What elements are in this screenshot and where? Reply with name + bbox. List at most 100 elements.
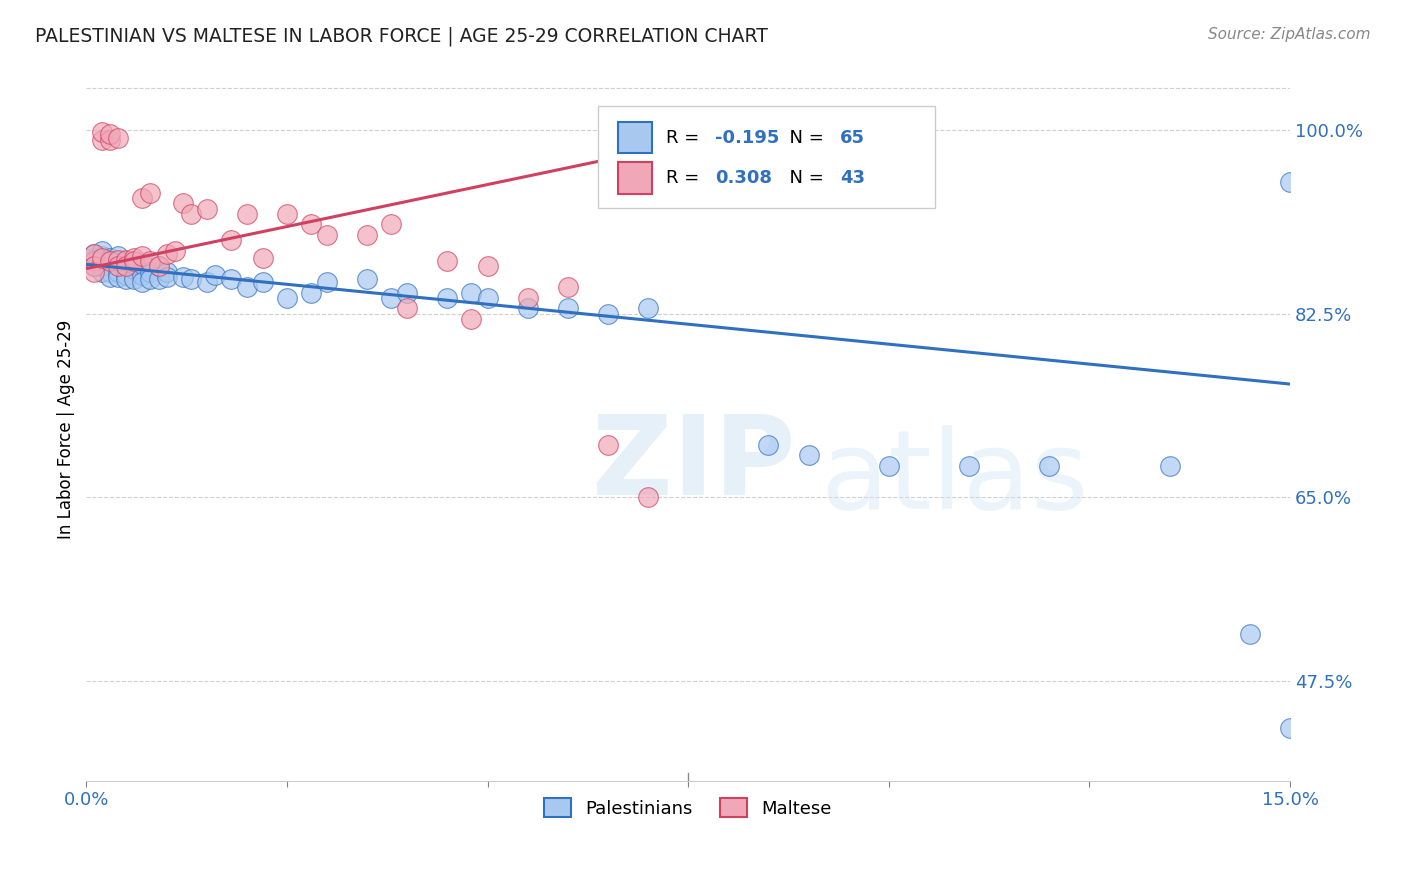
Point (98, 265, 121, 279)
Point (83, 260, 105, 274)
Point (596, 307, 619, 321)
Point (91, 125, 114, 139)
Point (637, 491, 659, 505)
Point (83, 260, 105, 274)
Point (107, 249, 129, 263)
Point (195, 202, 218, 216)
Point (557, 301, 579, 316)
Point (98, 253, 121, 268)
Point (299, 218, 322, 232)
Point (299, 285, 322, 300)
Point (91, 254, 114, 268)
Point (107, 260, 129, 274)
Point (91, 251, 114, 265)
Point (91, 244, 114, 258)
Point (148, 260, 170, 274)
Text: 43: 43 (839, 169, 865, 187)
Point (139, 265, 162, 279)
Point (107, 131, 129, 145)
Point (83, 247, 105, 261)
Point (131, 257, 153, 271)
Point (98, 254, 121, 268)
Point (1279, 176, 1302, 190)
Point (219, 272, 242, 286)
Point (131, 249, 153, 263)
Point (557, 280, 579, 294)
Point (131, 191, 153, 205)
Point (172, 196, 194, 211)
Point (115, 260, 138, 274)
Point (98, 269, 121, 284)
Point (180, 207, 202, 221)
Point (1279, 722, 1302, 736)
Point (877, 458, 900, 473)
Point (436, 291, 458, 305)
Point (155, 269, 177, 284)
Point (380, 218, 402, 232)
Point (195, 275, 218, 289)
Point (460, 285, 482, 300)
Text: N =: N = (779, 129, 830, 147)
Point (115, 253, 138, 268)
Point (957, 458, 980, 473)
Bar (619, 161, 652, 194)
Point (204, 268, 226, 282)
Point (380, 291, 402, 305)
Point (107, 265, 129, 279)
Point (172, 269, 194, 284)
Point (98, 260, 121, 274)
Point (219, 233, 242, 247)
Point (124, 251, 146, 265)
Point (396, 285, 419, 300)
Point (83, 254, 105, 268)
Point (180, 272, 202, 286)
Point (797, 449, 820, 463)
Point (98, 127, 121, 141)
Text: R =: R = (666, 169, 706, 187)
Point (516, 291, 538, 305)
Text: atlas: atlas (821, 425, 1090, 532)
Point (252, 275, 274, 289)
Point (91, 265, 114, 279)
Bar (619, 122, 652, 153)
Legend: Palestinians, Maltese: Palestinians, Maltese (537, 791, 839, 825)
Point (148, 260, 170, 274)
Point (107, 253, 129, 268)
Point (316, 275, 339, 289)
Point (139, 272, 162, 286)
Text: PALESTINIAN VS MALTESE IN LABOR FORCE | AGE 25-29 CORRELATION CHART: PALESTINIAN VS MALTESE IN LABOR FORCE | … (35, 27, 768, 46)
Text: 65: 65 (839, 129, 865, 147)
Point (124, 272, 146, 286)
Point (236, 207, 259, 221)
FancyBboxPatch shape (598, 105, 935, 208)
Point (91, 249, 114, 263)
Point (107, 269, 129, 284)
Point (83, 265, 105, 279)
Text: N =: N = (779, 169, 830, 187)
Point (155, 247, 177, 261)
Point (98, 251, 121, 265)
Text: R =: R = (666, 129, 706, 147)
Point (115, 272, 138, 286)
Point (356, 227, 378, 242)
Point (107, 254, 129, 268)
Point (98, 133, 121, 147)
Point (596, 438, 619, 452)
Point (115, 268, 138, 282)
Point (83, 247, 105, 261)
Point (436, 254, 458, 268)
Point (83, 251, 105, 265)
Y-axis label: In Labor Force | Age 25-29: In Labor Force | Age 25-29 (58, 319, 75, 539)
Point (124, 254, 146, 268)
Point (107, 260, 129, 274)
Text: 0.308: 0.308 (714, 169, 772, 187)
Point (83, 254, 105, 268)
Point (91, 260, 114, 274)
Point (139, 186, 162, 200)
Point (516, 301, 538, 316)
Point (316, 227, 339, 242)
Point (131, 268, 153, 282)
Point (163, 244, 186, 258)
Point (155, 265, 177, 279)
Point (1038, 458, 1060, 473)
